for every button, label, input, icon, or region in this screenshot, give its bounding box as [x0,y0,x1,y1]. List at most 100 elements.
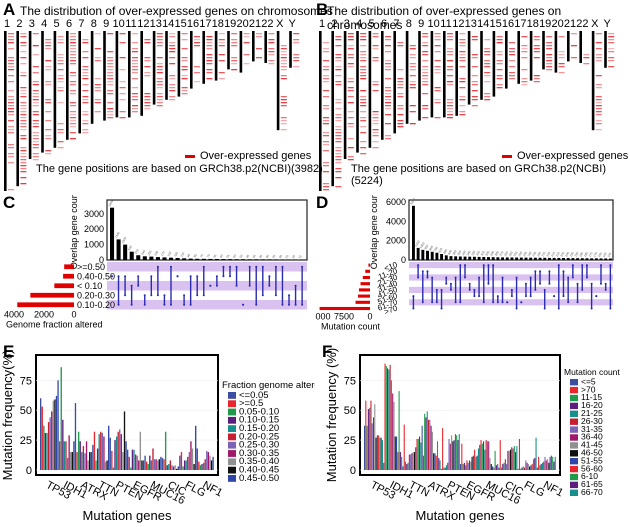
gene-mark [8,102,14,104]
gene-mark [335,132,342,134]
gene-mark [280,48,287,50]
gene-mark [360,111,367,113]
bar-TTN-0.15-0.20 [98,434,100,470]
intersection-bar-label: 90 [186,253,191,258]
intersection-bar [421,249,425,260]
matrix-dot [585,264,588,267]
gene-mark [533,78,540,80]
matrix-dot [268,275,271,278]
gene-mark [169,99,176,101]
gene-mark [32,45,39,47]
gene-mark [70,90,76,92]
bar-FLG-0.25-0.30 [188,452,191,470]
gene-mark [484,39,491,41]
legend-label: 0.10-0.15 [239,415,279,426]
bar-IDH1-51-55 [396,436,398,470]
bar-ATRX-66-70 [439,460,441,470]
gene-mark [323,123,329,125]
intersection-bar-label: 170 [592,251,598,258]
set-axis-tick: 7500 [334,312,354,322]
gene-mark [206,36,213,38]
gene-mark [323,135,329,137]
gene-mark [447,114,453,116]
gene-mark [20,111,27,113]
matrix-dot [524,295,527,298]
bar-MUC16-51-55 [492,466,494,470]
legend-swatch [228,433,236,441]
gene-mark [385,63,391,65]
intersection-bar-label: 65 [212,253,217,258]
intersection-bar [267,259,272,260]
intersection-bar-label: 380 [452,249,458,256]
intersection-bar [538,257,542,260]
set-size-bar [362,275,370,280]
bar-MUC16-0.40-0.45 [158,459,160,470]
gene-mark [546,66,553,68]
gene-mark [8,105,14,107]
gene-mark [20,156,27,158]
gene-mark [8,69,14,71]
gene-mark [347,96,354,98]
gene-mark [558,66,565,68]
gene-mark [132,66,138,68]
gene-mark [471,99,478,101]
gene-mark [434,117,441,119]
bar-FLG-26-30 [524,467,526,470]
bar-NF1-6-10 [552,456,554,470]
gene-mark [434,36,441,38]
bar-NF1-0.30-0.35 [207,452,210,470]
bar-TP53-16-20 [367,409,369,470]
set-axis-tick: 2000 [34,310,54,320]
gene-mark [323,132,329,134]
gene-mark [119,69,126,71]
gene-mark [335,156,342,158]
gene-mark [546,48,553,50]
intersection-bar [566,258,570,260]
gene-mark [372,48,379,50]
gene-mark [8,162,14,164]
gene-mark [20,150,27,152]
bar-EGFR-36-40 [468,460,471,470]
chromosome-label-X: X [591,18,599,30]
gene-mark [32,81,39,83]
bar-TTN-46-50 [413,452,416,470]
gene-mark [45,45,52,47]
gene-mark [82,42,89,44]
gene-mark [8,153,14,155]
bar-CIC-6-10 [513,446,515,470]
gene-mark [347,33,354,35]
gene-mark [360,96,367,98]
matrix-dot [482,301,485,304]
chromosome-bar-10 [115,31,119,118]
bar-CIC-0.40-0.45 [176,468,178,470]
intersection-bar-label: 195 [569,251,575,258]
gene-mark [132,33,138,35]
chromosome-bar-22 [579,31,582,63]
intersection-bar-label: 235 [531,251,537,258]
bar-IDH1-0.10-0.15 [62,419,64,470]
gene-mark [94,57,101,59]
gene-mark [82,66,89,68]
gene-mark [119,99,126,101]
gene-mark [268,54,275,56]
bar-FLG-0.10-0.15 [183,460,186,470]
gene-mark [32,132,39,134]
bar-MUC16-56-60 [493,467,495,470]
bar-TTN-0.30-0.35 [103,436,105,470]
y-tick-label: 2000 [84,224,104,234]
bar-IDH1-31-35 [390,380,392,470]
chromosome-bar-9 [418,31,421,121]
gene-mark [360,69,367,71]
gene-mark [335,117,342,119]
gene-mark [409,48,416,50]
bar-NF1-51-55 [549,456,551,470]
gene-mark [280,66,287,68]
bar-EGFR-0.40-0.45 [141,460,143,470]
intersection-bar [182,258,187,260]
gene-mark [32,111,39,113]
bar-PTEN-<=0.05 [109,437,111,470]
bar-EGFR-0.25-0.30 [136,455,138,470]
gene-mark [447,66,453,68]
gene-mark [107,84,114,86]
gene-mark [595,114,602,116]
